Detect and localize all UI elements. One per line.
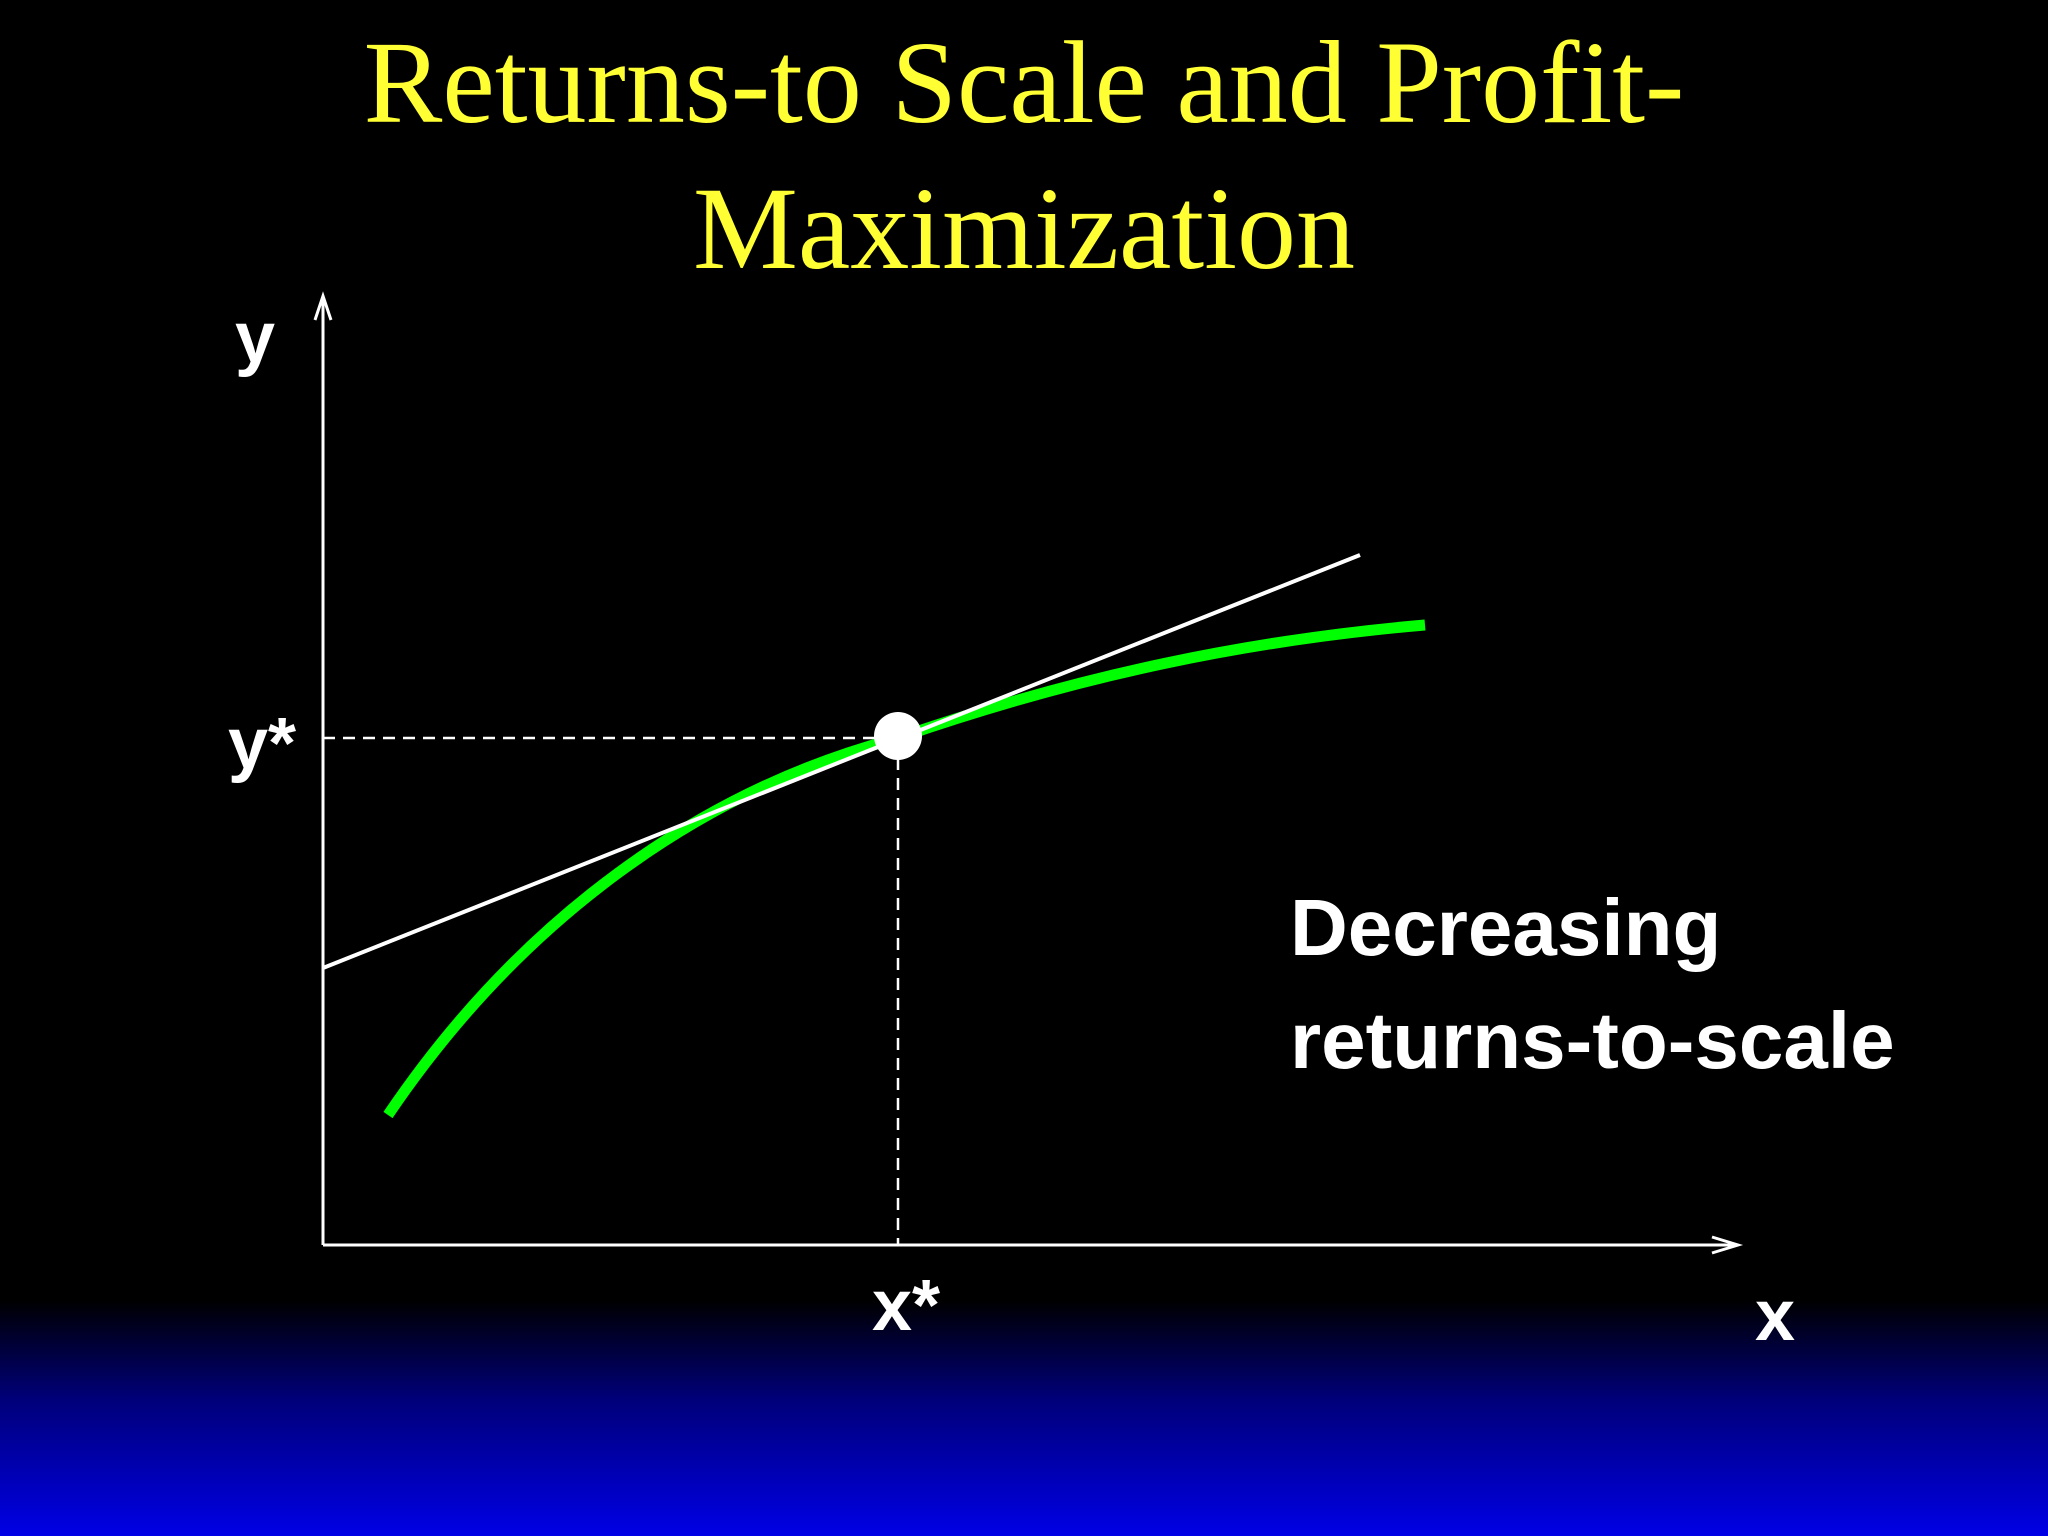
annotation-line-1: Decreasing [1290, 883, 1721, 972]
slide-title-line-2: Maximization [693, 163, 1355, 294]
slide-title-line-1: Returns-to Scale and Profit- [363, 17, 1685, 148]
y-axis-arrowhead [313, 291, 333, 321]
y-axis-label: y [235, 298, 275, 378]
slide-title: Returns-to Scale and Profit- Maximizatio… [0, 10, 2048, 302]
y-star-label: y* [228, 704, 296, 784]
x-axis-label: x [1755, 1276, 1795, 1356]
annotation-line-2: returns-to-scale [1290, 996, 1895, 1085]
x-star-label: x* [872, 1266, 940, 1346]
production-function-curve [383, 619, 1426, 1119]
x-axis-arrowhead [1711, 1235, 1744, 1255]
optimal-point [874, 712, 922, 760]
isoprofit-line [322, 553, 1361, 970]
